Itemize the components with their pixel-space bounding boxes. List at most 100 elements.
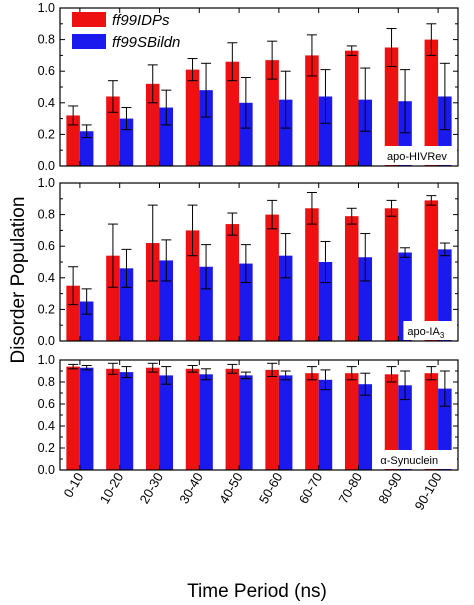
- chart-panels: 0.0 0.2 0.4 0.6 0.8 1.0 apo-HIVRev 0.0 0.2 0.4 0.6…: [38, 1, 459, 477]
- x-tick-label: 80-90: [375, 470, 405, 506]
- bar-ff99SBildn-80-90: [398, 385, 412, 470]
- bar-ff99SBildn-40-50: [239, 102, 253, 166]
- bar-ff99SBildn-10-20: [119, 372, 134, 470]
- x-tick-label: 60-70: [296, 470, 326, 506]
- bar-ff99SBildn-90-100: [438, 249, 452, 341]
- bar-ff99IDPs-60-70: [305, 55, 319, 166]
- bar-ff99SBildn-80-90: [398, 252, 412, 341]
- bar-ff99IDPs-60-70: [305, 373, 319, 470]
- y-tick-label: 0.2: [38, 302, 55, 316]
- panel-label-name: apo-IA: [407, 326, 440, 338]
- bar-ff99IDPs-80-90: [384, 47, 399, 166]
- bar-ff99IDPs-30-40: [185, 230, 200, 341]
- bar-ff99SBildn-10-20: [119, 118, 134, 166]
- panel-label-background: [376, 450, 457, 469]
- x-tick-label: 0-10: [60, 470, 86, 500]
- y-axis-title: Disorder Population: [8, 197, 29, 364]
- x-tick-label: 50-60: [256, 470, 286, 506]
- bar-ff99IDPs-70-80: [344, 50, 359, 166]
- bar-ff99IDPs-20-30: [145, 83, 160, 166]
- panel-label: apo-IA3: [403, 321, 457, 340]
- bar-ff99IDPs-20-30: [145, 367, 160, 470]
- chart-panel-1: 0.0 0.2 0.4 0.6 0.8 1.0 apo-HIVRev: [38, 1, 459, 173]
- bar-ff99IDPs-70-80: [344, 216, 359, 341]
- bar-ff99SBildn-30-40: [199, 90, 213, 166]
- bar-ff99SBildn-70-80: [358, 257, 373, 341]
- y-tick-label: 0.2: [38, 441, 55, 455]
- x-tick-label: 10-20: [97, 470, 127, 506]
- bar-ff99SBildn-0-10: [79, 301, 94, 341]
- bar-ff99IDPs-10-20: [106, 96, 120, 166]
- bar-ff99IDPs-80-90: [384, 374, 399, 470]
- chart-panel-3: 0.0 0.2 0.4 0.6 0.8 1.0 α-Synuclein: [38, 353, 459, 477]
- panel-label-text: α-Synuclein: [380, 455, 438, 467]
- y-tick-label: 0.2: [38, 127, 55, 141]
- panel-label: α-Synuclein: [376, 450, 457, 469]
- bar-ff99SBildn-0-10: [79, 367, 94, 470]
- bar-ff99SBildn-0-10: [79, 131, 94, 166]
- bar-ff99IDPs-40-50: [225, 224, 240, 341]
- bar-ff99SBildn-30-40: [199, 374, 213, 470]
- x-tick-label: 70-80: [335, 470, 365, 506]
- y-tick-label: 0.4: [38, 419, 55, 433]
- bar-ff99SBildn-20-30: [159, 375, 174, 470]
- panel-label-subscript: 3: [440, 331, 445, 340]
- bar-ff99IDPs-0-10: [66, 115, 80, 166]
- y-tick-label: 1.0: [38, 1, 55, 15]
- bar-ff99IDPs-50-60: [265, 214, 279, 341]
- panel-label-name: α-Synuclein: [380, 455, 438, 467]
- y-tick-label: 0.0: [38, 159, 55, 173]
- bar-ff99IDPs-0-10: [66, 366, 80, 470]
- bar-ff99SBildn-60-70: [318, 262, 333, 341]
- bar-ff99IDPs-60-70: [305, 208, 319, 341]
- bar-ff99SBildn-60-70: [318, 379, 333, 470]
- bar-ff99IDPs-90-100: [424, 373, 439, 470]
- y-tick-label: 0.6: [38, 64, 55, 78]
- bar-ff99SBildn-70-80: [358, 384, 373, 470]
- panel-label: apo-HIVRev: [383, 146, 457, 165]
- chart-panel-2: 0.0 0.2 0.4 0.6 0.8 1.0 apo-IA3: [38, 176, 459, 348]
- bar-ff99IDPs-10-20: [106, 255, 120, 341]
- legend-label-ff99IDPs: ff99IDPs: [112, 12, 170, 29]
- bar-ff99IDPs-40-50: [225, 368, 240, 470]
- panel-label-name: apo-HIVRev: [387, 151, 447, 163]
- bar-ff99SBildn-40-50: [239, 375, 253, 470]
- y-tick-label: 0.6: [38, 239, 55, 253]
- x-tick-labels: 0-10 10-20 20-30 30-40 40-50 50-60 60-70 70-80 8…: [60, 470, 444, 513]
- x-tick-label: 30-40: [176, 470, 206, 506]
- bar-ff99SBildn-70-80: [358, 99, 373, 166]
- bar-ff99SBildn-50-60: [278, 99, 293, 166]
- bar-ff99IDPs-50-60: [265, 60, 279, 166]
- bar-ff99IDPs-40-50: [225, 61, 240, 166]
- y-tick-label: 1.0: [38, 353, 55, 367]
- bar-ff99IDPs-50-60: [265, 369, 279, 470]
- legend: ff99IDPs ff99SBildn: [72, 12, 180, 51]
- y-tick-label: 0.6: [38, 397, 55, 411]
- bar-ff99SBildn-10-20: [119, 268, 134, 341]
- y-tick-label: 0.4: [38, 271, 55, 285]
- y-tick-label: 0.8: [38, 208, 55, 222]
- bar-ff99IDPs-90-100: [424, 39, 439, 166]
- x-axis-title: Time Period (ns): [187, 581, 327, 602]
- y-tick-label: 0.8: [38, 33, 55, 47]
- bar-ff99SBildn-20-30: [159, 107, 174, 166]
- bar-ff99IDPs-30-40: [185, 368, 200, 470]
- bar-ff99IDPs-0-10: [66, 285, 80, 341]
- panel-label-background: [383, 146, 457, 165]
- x-tick-label: 40-50: [216, 470, 246, 506]
- panel-label-text: apo-HIVRev: [387, 151, 447, 163]
- bar-ff99IDPs-20-30: [145, 243, 160, 341]
- bar-ff99SBildn-60-70: [318, 96, 333, 166]
- panel-label-text: apo-IA3: [407, 326, 444, 340]
- y-tick-label: 1.0: [38, 176, 55, 190]
- x-tick-label: 90-100: [411, 470, 444, 513]
- bar-ff99IDPs-30-40: [185, 69, 200, 166]
- y-tick-label: 0.0: [38, 334, 55, 348]
- x-tick-label: 20-30: [136, 470, 166, 506]
- bar-ff99IDPs-90-100: [424, 200, 439, 341]
- legend-swatch-ff99IDPs: [72, 12, 106, 27]
- y-tick-label: 0.0: [38, 463, 55, 477]
- bar-ff99IDPs-80-90: [384, 208, 399, 341]
- bar-ff99SBildn-30-40: [199, 266, 213, 341]
